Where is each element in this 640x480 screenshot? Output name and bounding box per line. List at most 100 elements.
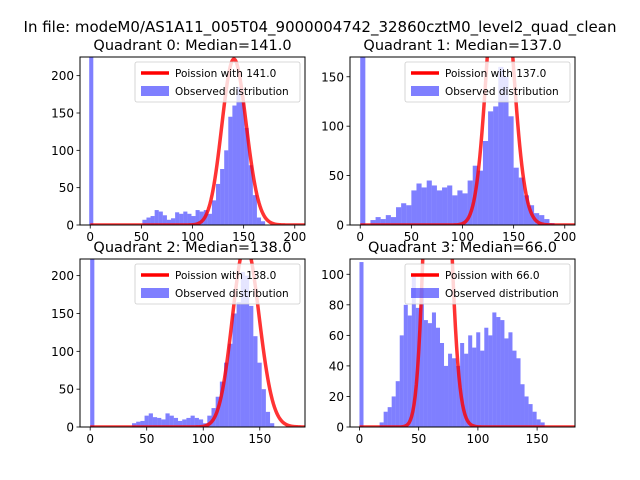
hist-bar bbox=[513, 167, 519, 225]
hist-bar bbox=[385, 215, 391, 225]
y-tick-label: 50 bbox=[329, 169, 344, 183]
hist-bar bbox=[150, 216, 155, 225]
subplot-quadrant-2: 0 50 100 150 0 50 100 150 200 Quadrant 2: Median=… bbox=[51, 240, 306, 446]
hist-bar bbox=[496, 317, 501, 427]
x-tick-label: 150 bbox=[248, 432, 271, 446]
hist-bar bbox=[472, 347, 477, 427]
hist-bar bbox=[195, 210, 200, 225]
hist-bar bbox=[90, 259, 95, 427]
hist-bar bbox=[407, 315, 412, 427]
hist-bar bbox=[536, 419, 541, 427]
hist-bar bbox=[423, 320, 428, 427]
figure-suptitle: In file: modeM0/AS1A11_005T04_9000004742… bbox=[24, 18, 617, 37]
hist-bar bbox=[240, 101, 245, 225]
poisson-curve bbox=[89, 57, 305, 225]
legend-label-observed: Observed distribution bbox=[445, 86, 559, 98]
hist-bar bbox=[182, 419, 187, 427]
y-tick-label: 100 bbox=[51, 345, 74, 359]
hist-bar bbox=[431, 312, 436, 427]
axes-frame bbox=[349, 258, 576, 428]
y-tick-label: 200 bbox=[51, 269, 74, 283]
hist-bar bbox=[399, 335, 404, 427]
hist-bar bbox=[426, 180, 432, 225]
legend-label-poisson: Poission with 141.0 bbox=[175, 68, 276, 80]
y-tick-label: 20 bbox=[329, 390, 344, 404]
y-tick-label: 0 bbox=[66, 421, 74, 435]
hist-bar bbox=[396, 207, 402, 225]
hist-bar bbox=[436, 190, 443, 225]
y-tick-label: 100 bbox=[51, 144, 74, 158]
hist-bar bbox=[421, 187, 427, 225]
hist-bar bbox=[528, 404, 533, 427]
hist-bar bbox=[261, 389, 266, 427]
x-tick-label: 150 bbox=[526, 432, 549, 446]
hist-bar bbox=[158, 211, 163, 225]
hist-bar bbox=[504, 338, 509, 427]
hist-bar bbox=[440, 343, 445, 427]
hist-bar bbox=[464, 353, 469, 427]
legend-hist-swatch bbox=[141, 288, 169, 298]
y-tick-label: 150 bbox=[51, 307, 74, 321]
plot-area bbox=[359, 57, 575, 225]
hist-bar bbox=[488, 111, 494, 225]
hist-bar bbox=[161, 419, 166, 427]
x-tick-label: 100 bbox=[181, 230, 204, 244]
legend-frame bbox=[404, 263, 571, 305]
x-tick-label: 50 bbox=[404, 230, 419, 244]
hist-bar bbox=[199, 211, 204, 225]
hist-bar bbox=[482, 141, 489, 225]
hist-bar bbox=[512, 350, 517, 427]
hist-bar bbox=[544, 219, 550, 225]
x-tick-label: 100 bbox=[466, 432, 489, 446]
hist-bar bbox=[148, 413, 153, 427]
hist-bar bbox=[498, 66, 504, 225]
x-tick-label: 50 bbox=[411, 432, 426, 446]
hist-bar bbox=[416, 183, 422, 225]
hist-bar bbox=[516, 358, 521, 427]
legend-hist-swatch bbox=[411, 86, 439, 96]
subplot-quadrant-1: 0 50 100 150 200 0 50 100 150 Quadrant 1: Median=… bbox=[321, 38, 576, 244]
y-tick-label: 0 bbox=[336, 421, 344, 435]
hist-bar bbox=[179, 213, 184, 225]
hist-bar bbox=[183, 211, 188, 225]
hist-bar bbox=[403, 304, 408, 427]
hist-bar bbox=[140, 420, 145, 427]
legend: Poission with 138.0 Observed distribution bbox=[134, 263, 301, 305]
hist-bar bbox=[476, 332, 481, 427]
hist-bar bbox=[228, 116, 233, 225]
hist-bar bbox=[232, 105, 237, 225]
x-tick-label: 0 bbox=[356, 432, 364, 446]
hist-bar bbox=[244, 275, 250, 427]
legend-hist-swatch bbox=[141, 86, 169, 96]
subplot-quadrant-3: 0 50 100 150 0 20 40 60 80 100 Quadrant 3: Median=… bbox=[321, 240, 576, 446]
hist-bar bbox=[261, 221, 266, 225]
hist-bar bbox=[406, 205, 412, 225]
hist-bar bbox=[256, 217, 262, 225]
hist-bar bbox=[154, 210, 159, 225]
y-tick-label: 0 bbox=[66, 219, 74, 233]
subplot-title: Quadrant 3: Median=66.0 bbox=[368, 240, 557, 256]
hist-bar bbox=[375, 217, 381, 225]
hist-bar bbox=[144, 415, 149, 427]
hist-bar bbox=[191, 216, 196, 225]
hist-bar bbox=[457, 190, 463, 225]
hist-bar bbox=[171, 218, 176, 225]
hist-bar bbox=[166, 219, 172, 225]
x-tick-label: 50 bbox=[134, 230, 149, 244]
hist-bar bbox=[411, 274, 416, 427]
hist-bar bbox=[540, 422, 545, 427]
hist-bar bbox=[187, 213, 192, 225]
legend-frame bbox=[134, 61, 301, 103]
hist-bar bbox=[532, 411, 537, 427]
hist-bar bbox=[244, 127, 249, 225]
hist-bar bbox=[136, 421, 141, 427]
x-tick-label: 200 bbox=[553, 230, 576, 244]
hist-bar bbox=[503, 76, 509, 225]
hist-bar bbox=[359, 262, 364, 427]
hist-bar bbox=[190, 415, 195, 427]
hist-bar bbox=[152, 417, 158, 427]
x-tick-label: 150 bbox=[502, 230, 525, 244]
x-tick-label: 100 bbox=[192, 432, 215, 446]
axes-frame bbox=[79, 258, 306, 428]
